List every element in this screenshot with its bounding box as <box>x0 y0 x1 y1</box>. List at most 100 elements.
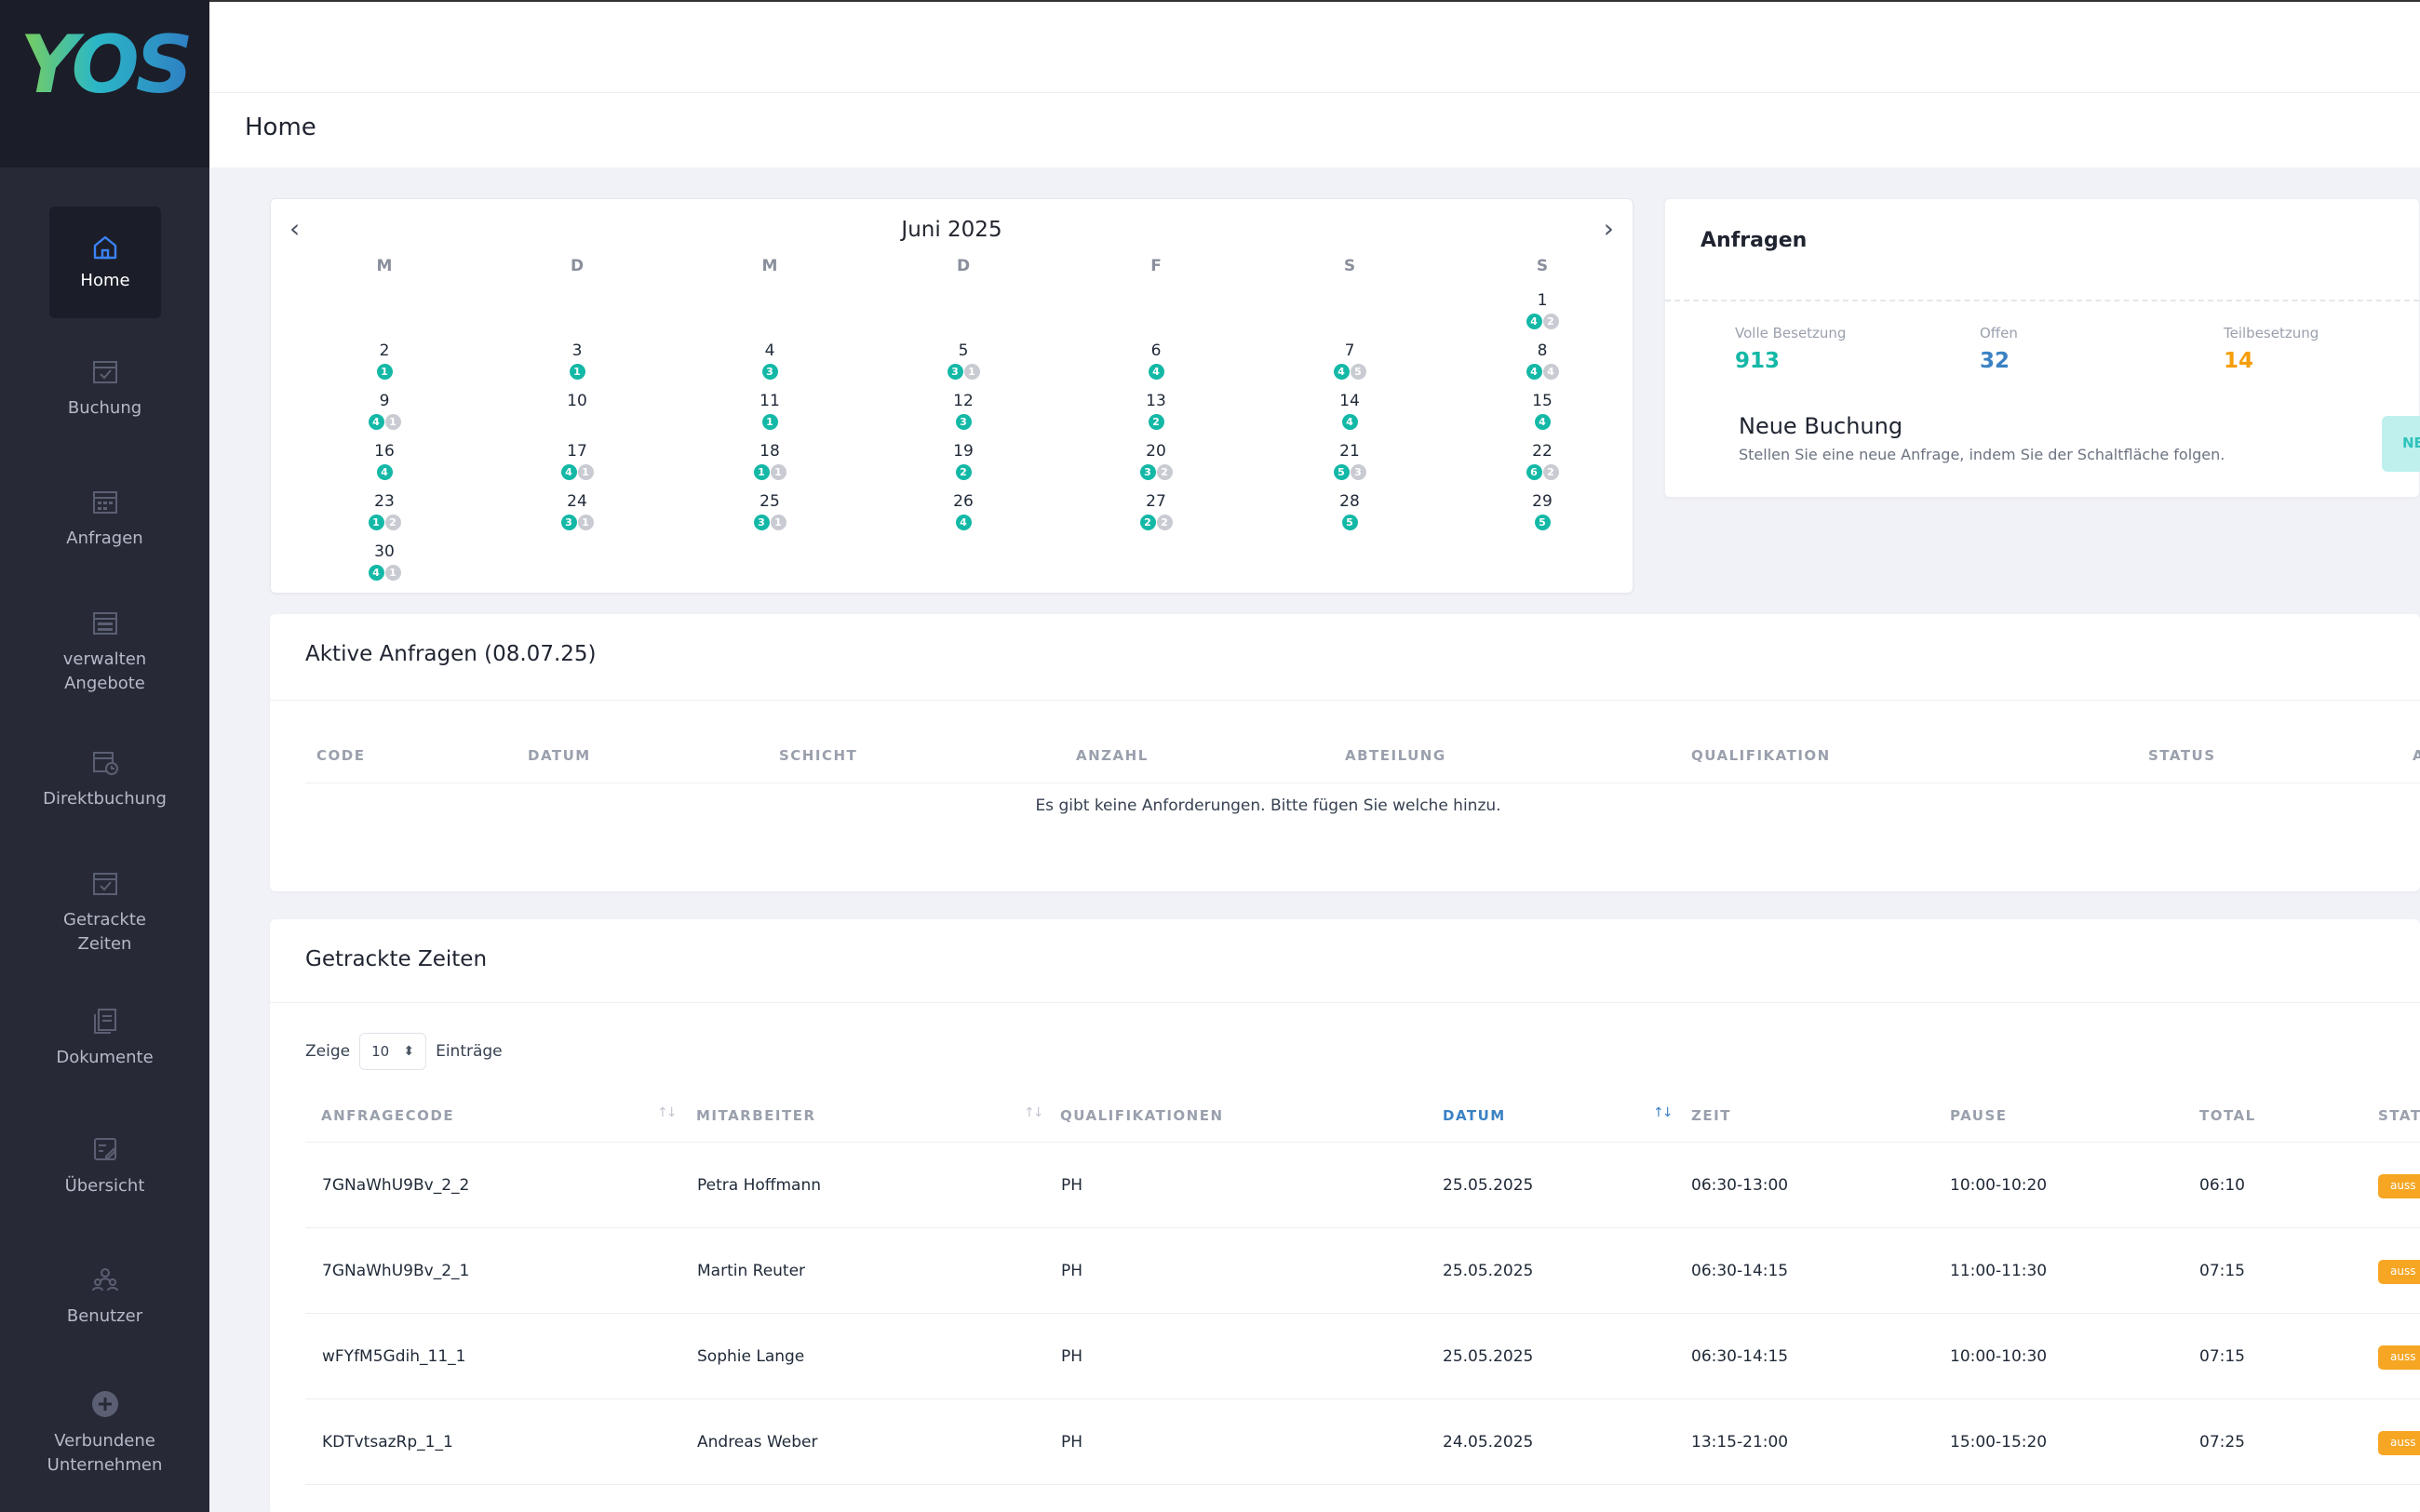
stat-offen: Offen 32 <box>1980 325 2018 373</box>
zeit-cell: 06:30-13:00 <box>1691 1176 1789 1195</box>
calendar-day[interactable]: 17 4 1 <box>540 442 614 480</box>
calendar-day[interactable]: 27 2 2 <box>1119 492 1193 530</box>
mitarbeiter-cell: Martin Reuter <box>697 1262 806 1280</box>
calendar-day[interactable]: 24 3 1 <box>540 492 614 530</box>
column-header-qualifikation[interactable]: QUALIFIKATION <box>1691 747 1831 764</box>
neue-buchung-button[interactable]: NE <box>2382 416 2420 472</box>
calendar-day[interactable]: 15 4 <box>1505 392 1580 430</box>
column-header-code[interactable]: CODE <box>316 747 366 764</box>
sidebar-item-home[interactable]: Home <box>49 207 161 318</box>
column-header-mitarbeiter[interactable]: MITARBEITER <box>696 1107 816 1124</box>
full-count-badge: 5 <box>1341 515 1358 530</box>
show-label: Zeige <box>305 1042 351 1061</box>
sidebar-item-verbundene-unternehmen[interactable]: Verbundene Unternehmen <box>0 1388 209 1478</box>
full-count-badge: 3 <box>560 515 577 530</box>
column-header-zeit[interactable]: ZEIT <box>1691 1107 1731 1124</box>
day-number: 6 <box>1150 341 1162 360</box>
column-header-status[interactable]: STATU <box>2378 1107 2420 1124</box>
calendar-day[interactable]: 23 1 2 <box>347 492 422 530</box>
logo-area: YOS <box>0 0 209 167</box>
total-cell: 07:25 <box>2199 1433 2245 1452</box>
day-number: 17 <box>567 442 587 461</box>
calendar-day[interactable]: 18 1 1 <box>733 442 807 480</box>
sort-icon[interactable]: ↑↓ <box>657 1105 678 1120</box>
calendar-day[interactable]: 22 6 2 <box>1505 442 1580 480</box>
calendar-day[interactable]: 14 4 <box>1312 392 1387 430</box>
calendar-day[interactable]: 13 2 <box>1119 392 1193 430</box>
column-header-anfragecode[interactable]: ANFRAGECODE <box>321 1107 455 1124</box>
calendar-day[interactable]: 11 1 <box>733 392 807 430</box>
calendar-day[interactable]: 16 4 <box>347 442 422 480</box>
divider <box>1665 300 2419 301</box>
column-header-datum[interactable]: DATUM <box>1443 1107 1506 1124</box>
calendar-day[interactable]: 25 3 1 <box>733 492 807 530</box>
table-row[interactable]: KDTvtsazRp_1_1 Andreas Weber PH 24.05.2025 1… <box>305 1399 2420 1485</box>
divider <box>270 1002 2420 1003</box>
sidebar-item-getrackte-zeiten[interactable]: Getrackte Zeiten <box>0 867 209 957</box>
sidebar-item-benutzer[interactable]: Benutzer <box>0 1264 209 1329</box>
calendar-day[interactable]: 20 3 2 <box>1119 442 1193 480</box>
column-header-status[interactable]: STATUS <box>2148 747 2216 764</box>
sort-icon[interactable]: ↑↓ <box>1024 1105 1044 1120</box>
calendar-day[interactable]: 29 5 <box>1505 492 1580 530</box>
full-count-badge: 1 <box>761 414 778 430</box>
page-size-select[interactable]: 10 <box>359 1033 427 1070</box>
full-count-badge: 4 <box>1333 364 1350 380</box>
open-count-badge: 1 <box>770 515 786 530</box>
booking-counts: 2 <box>1119 414 1193 430</box>
calendar-day[interactable]: 19 2 <box>926 442 1001 480</box>
users-icon <box>89 1264 121 1295</box>
neue-buchung-subtitle: Stellen Sie eine neue Anfrage, indem Sie… <box>1739 446 2225 463</box>
table-row[interactable]: 7GNaWhU9Bv_2_1 Martin Reuter PH 25.05.2025 0… <box>305 1228 2420 1314</box>
sort-active-icon[interactable]: ↑↓ <box>1653 1105 1674 1120</box>
zeit-cell: 13:15-21:00 <box>1691 1433 1789 1452</box>
sidebar-item-verwalten-angebote[interactable]: verwalten Angebote <box>0 607 209 696</box>
sidebar: YOS Home Buchung Anfragen verwalten Ange… <box>0 0 209 1512</box>
booking-counts: 4 <box>1505 414 1580 430</box>
next-month-button[interactable]: › <box>1603 213 1614 244</box>
calendar-day[interactable]: 10 <box>540 392 614 414</box>
column-header-a[interactable]: A <box>2413 747 2420 764</box>
calendar-day[interactable]: 21 5 3 <box>1312 442 1387 480</box>
column-header-abteilung[interactable]: ABTEILUNG <box>1345 747 1446 764</box>
table-row[interactable]: 7GNaWhU9Bv_2_2 Petra Hoffmann PH 25.05.2025… <box>305 1143 2420 1228</box>
sidebar-item-anfragen[interactable]: Anfragen <box>0 486 209 551</box>
column-header-total[interactable]: TOTAL <box>2199 1107 2256 1124</box>
full-count-badge: 2 <box>1148 414 1164 430</box>
sidebar-item-uebersicht[interactable]: Übersicht <box>0 1133 209 1198</box>
calendar-day[interactable]: 28 5 <box>1312 492 1387 530</box>
table-row[interactable]: wFYfM5Gdih_11_1 Sophie Lange PH 25.05.2025 0… <box>305 1314 2420 1399</box>
calendar-day[interactable]: 30 4 1 <box>347 542 422 581</box>
sidebar-item-dokumente[interactable]: Dokumente <box>0 1005 209 1070</box>
day-number: 23 <box>374 492 395 511</box>
sidebar-item-buchung[interactable]: Buchung <box>0 355 209 421</box>
logo[interactable]: YOS <box>20 19 193 112</box>
sidebar-item-direktbuchung[interactable]: Direktbuchung <box>0 746 209 811</box>
calendar-day[interactable]: 26 4 <box>926 492 1001 530</box>
column-header-anzahl[interactable]: ANZAHL <box>1076 747 1149 764</box>
prev-month-button[interactable]: ‹ <box>289 213 301 244</box>
column-header-datum[interactable]: DATUM <box>528 747 591 764</box>
booking-counts: 5 <box>1505 515 1580 530</box>
open-count-badge: 1 <box>963 364 980 380</box>
calendar-day[interactable]: 12 3 <box>926 392 1001 430</box>
pause-cell: 10:00-10:30 <box>1950 1347 2048 1366</box>
column-header-schicht[interactable]: SCHICHT <box>779 747 858 764</box>
column-header-pause[interactable]: PAUSE <box>1950 1107 2008 1124</box>
stat-volle-besetzung: Volle Besetzung 913 <box>1735 325 1846 373</box>
column-header-qualifikationen[interactable]: QUALIFIKATIONEN <box>1060 1107 1224 1124</box>
pause-cell: 15:00-15:20 <box>1950 1433 2048 1452</box>
anfragecode-cell: 7GNaWhU9Bv_2_2 <box>322 1176 470 1195</box>
